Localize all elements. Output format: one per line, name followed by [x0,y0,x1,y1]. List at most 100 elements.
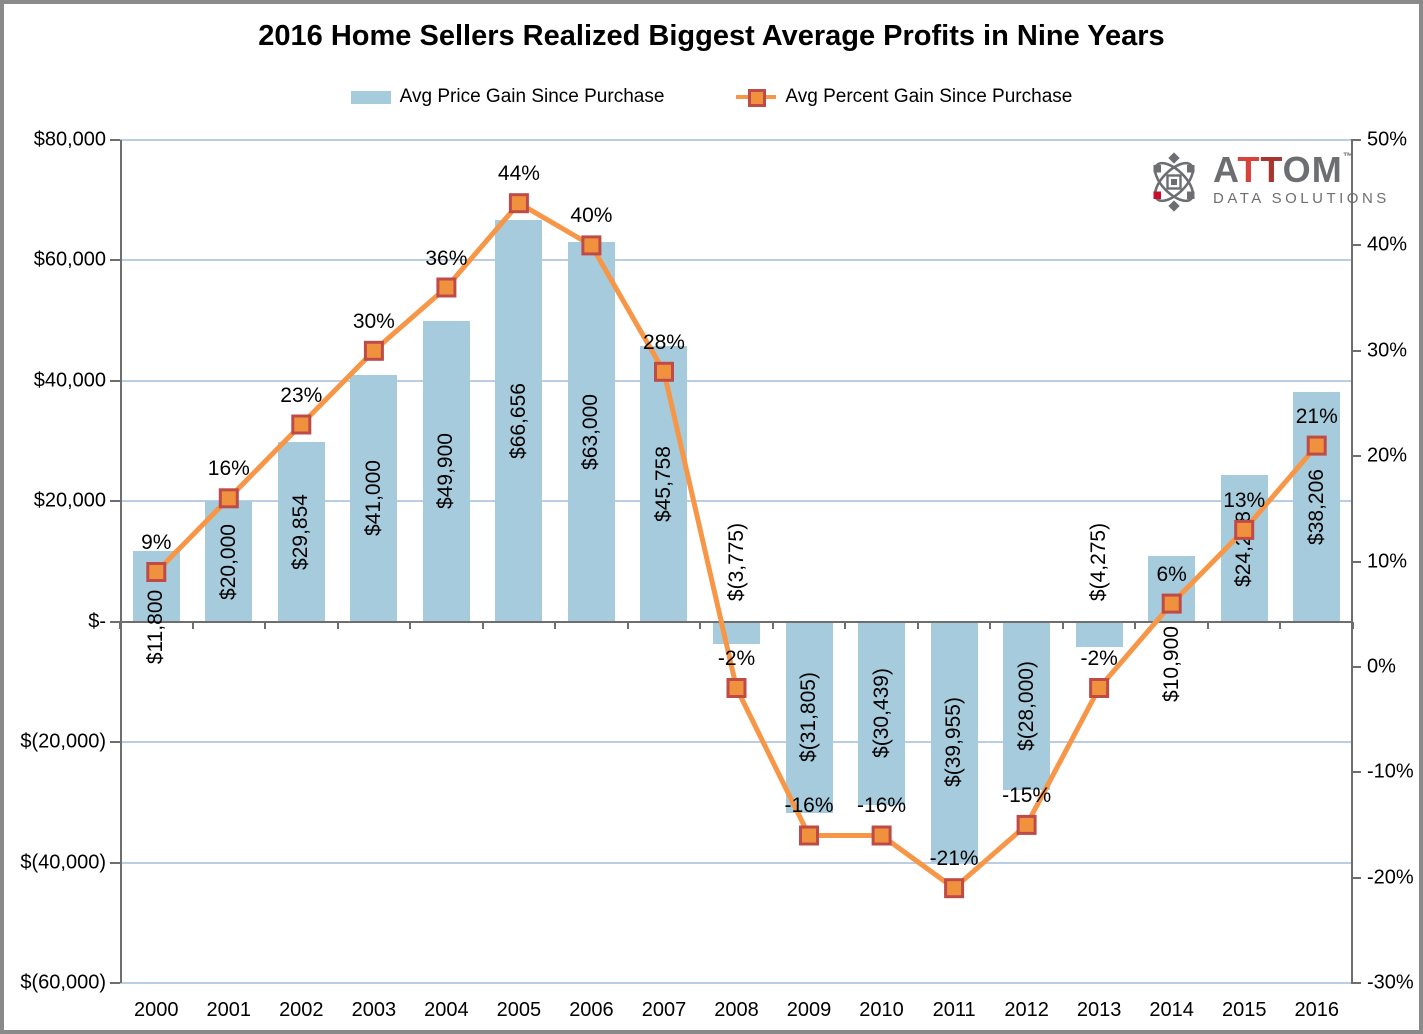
right-axis-tick [1351,982,1361,984]
x-axis-label-2012: 2012 [1004,999,1049,1021]
logo-letter: A [1213,149,1238,190]
percent-marker-2002 [291,414,312,435]
right-axis-tick-label: 30% [1367,339,1408,362]
right-axis-tick [1351,349,1361,352]
percent-marker-2012 [1016,814,1037,835]
bar-2003 [350,374,398,622]
right-axis-tick-label: -30% [1367,971,1414,994]
left-axis-tick-label: $(60,000) [20,971,106,994]
x-axis-tick [336,621,339,629]
x-axis-tick [916,621,919,629]
x-axis-tick [1279,621,1282,629]
bar-2006 [567,242,615,622]
attom-logo: ATTOM™ DATA SOLUTIONS [1145,152,1390,212]
x-axis-label-2004: 2004 [424,999,469,1021]
right-axis-tick [1351,876,1361,879]
percent-marker-2005 [508,193,529,214]
x-axis-tick [1352,621,1354,629]
left-axis-tick-label: $(40,000) [20,851,106,874]
x-axis-tick [554,621,557,629]
x-axis-label-2011: 2011 [932,999,976,1021]
trademark-symbol: ™ [1342,151,1355,163]
x-axis-label-2010: 2010 [859,999,904,1021]
percent-value-label: 9% [141,531,172,555]
left-axis-tick-label: $60,000 [33,248,106,271]
x-axis-label-2009: 2009 [786,999,832,1021]
legend-item-percent-gain: Avg Percent Gain Since Purchase [736,86,1072,108]
x-axis-label-2008: 2008 [714,999,759,1021]
logo-text: ATTOM™ DATA SOLUTIONS [1213,152,1390,207]
bar-2002 [277,441,325,622]
gridline [120,982,1353,984]
percent-marker-2001 [218,488,239,509]
percent-value-label: -15% [1002,783,1052,807]
legend-item-price-gain: Avg Price Gain Since Purchase [350,86,664,108]
right-axis-tick-label: 50% [1367,128,1408,151]
x-axis-tick [1134,621,1137,629]
x-axis-line [120,620,1353,623]
legend: Avg Price Gain Since Purchase Avg Percen… [4,86,1419,108]
percent-value-label: -16% [784,794,834,818]
percent-value-label: 6% [1156,562,1187,586]
right-axis-tick-label: -20% [1367,866,1414,889]
percent-line-series [146,193,1327,899]
left-axis-tick [110,500,120,503]
percent-marker-2013 [1089,678,1110,698]
x-axis-label-2001: 2001 [206,999,252,1021]
x-axis-tick [699,621,702,629]
left-axis-tick-label: $80,000 [33,128,106,151]
gridline [120,139,1353,141]
right-axis-tick [1351,560,1361,563]
left-axis-tick [110,139,120,141]
logo-letter: T [1237,149,1261,190]
percent-value-label: -2% [717,646,756,670]
right-axis-tick-label: 40% [1367,233,1408,256]
x-axis-label-2003: 2003 [351,999,397,1021]
percent-value-label: -2% [1080,646,1118,670]
right-axis-tick-label: -10% [1367,760,1414,783]
gridline [120,379,1353,382]
bar-2010 [858,621,906,805]
percent-marker-2004 [436,277,457,298]
right-axis-tick [1351,139,1361,141]
x-axis-tick [1206,621,1209,629]
bar-2012 [1003,621,1051,791]
percent-marker-2008 [726,678,747,698]
x-axis-tick [1061,621,1064,629]
x-axis-label-2000: 2000 [134,999,179,1021]
bar-2011 [930,621,978,863]
left-axis-tick [110,741,120,744]
logo-letter: O [1282,149,1312,190]
x-axis-label-2015: 2015 [1221,999,1267,1021]
percent-marker-2014 [1161,593,1182,614]
bar-series-swatch [350,90,391,104]
left-axis-tick [110,379,120,382]
percent-value-label: 13% [1223,488,1266,512]
percent-value-label: 16% [207,457,250,481]
x-axis-tick [844,621,847,629]
left-axis-tick [110,259,120,262]
left-axis-tick-label: $- [88,610,106,633]
logo-brand: ATTOM™ [1213,152,1390,188]
percent-marker-2007 [654,361,674,382]
percent-value-label: 23% [280,383,323,407]
right-axis-tick-label: 10% [1367,550,1408,572]
x-axis-tick [264,621,267,629]
left-axis-tick-label: $(20,000) [20,730,106,753]
x-axis-label-2013: 2013 [1076,999,1122,1021]
legend-label-percent-gain: Avg Percent Gain Since Purchase [785,86,1073,107]
x-axis-label-2014: 2014 [1149,999,1194,1021]
chart-title: 2016 Home Sellers Realized Biggest Avera… [258,20,1165,52]
right-axis-tick-label: 20% [1367,444,1408,467]
logo-letter: M [1311,149,1343,190]
left-axis-tick-label: $20,000 [33,489,106,512]
left-axis-tick-label: $40,000 [33,369,106,392]
x-axis-label-2002: 2002 [279,999,324,1021]
line-swatch-marker [748,89,767,107]
right-axis-tick [1351,455,1361,458]
plot-area: $80,000 $60,000 $40,000 $20,000 $- $(20,000) $… [20,129,1413,1022]
percent-value-label: 36% [425,246,468,270]
percent-marker-2000 [146,562,167,582]
bar-2009 [785,621,833,814]
x-axis-tick [626,621,629,629]
